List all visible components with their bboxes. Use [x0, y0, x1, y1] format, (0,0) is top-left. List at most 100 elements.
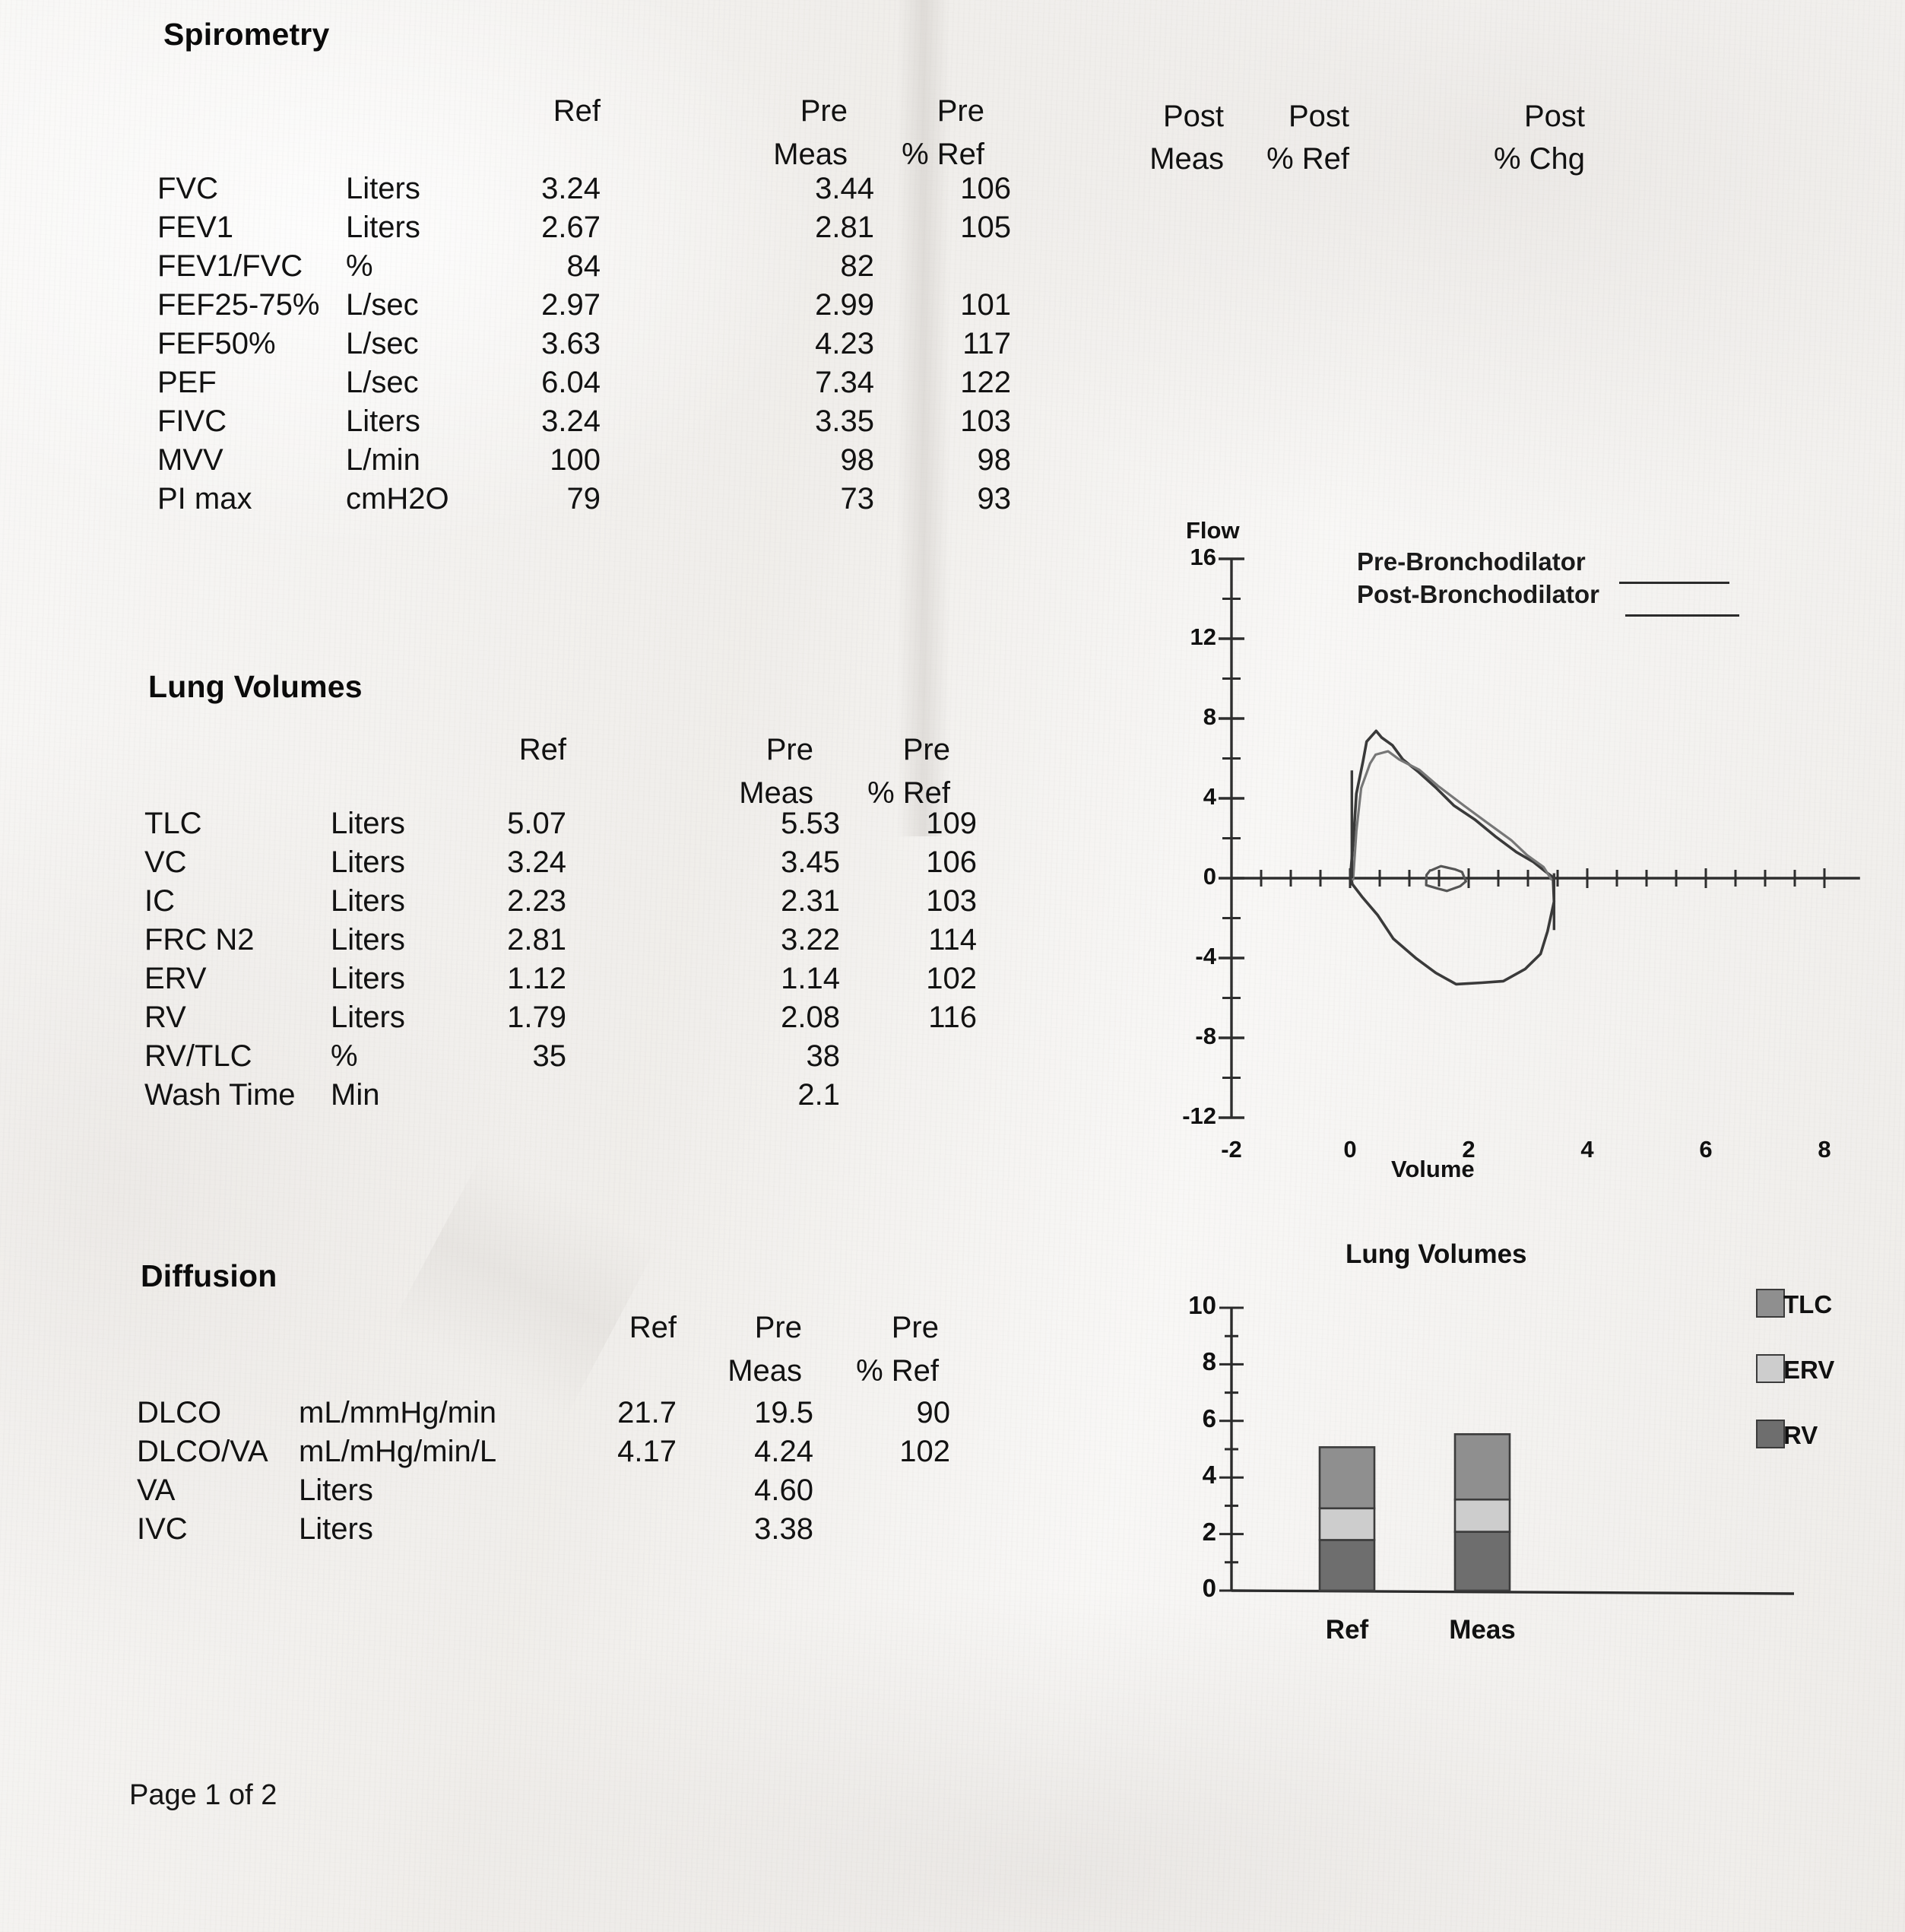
bar-y-tick-label: 8	[1202, 1347, 1216, 1376]
spirometry-header-post-pctref-line1: Post	[1288, 100, 1349, 133]
lungvol-header-pre-meas-line1: Pre	[765, 733, 813, 766]
flow-tick-label: 0	[1203, 863, 1216, 890]
row-pre-meas-value: 3.45	[781, 845, 840, 879]
diffusion-header-ref: Ref	[629, 1311, 677, 1344]
row-units-label: Liters	[346, 172, 420, 205]
row-units-label: L/sec	[346, 288, 419, 322]
row-pre-meas-value: 98	[840, 443, 875, 477]
spirometry-header-post-pctchg-line1: Post	[1523, 100, 1585, 133]
row-units-label: %	[331, 1039, 358, 1073]
row-units-label: Liters	[299, 1474, 373, 1507]
spirometry-header-ref: Ref	[553, 94, 601, 128]
row-ref-value: 79	[566, 482, 601, 516]
row-ref-value: 2.23	[507, 884, 566, 918]
flow-tick-label: -12	[1182, 1102, 1216, 1129]
row-pre-meas-value: 4.60	[754, 1474, 813, 1507]
bar-segment-rv	[1318, 1539, 1376, 1592]
bar-y-tick-label: 0	[1202, 1574, 1216, 1602]
row-units-label: Liters	[331, 845, 405, 879]
bar-segment-tlc	[1453, 1432, 1511, 1501]
row-units-label: mL/mHg/min/L	[299, 1435, 497, 1468]
legend-label-rv: RV	[1783, 1421, 1818, 1449]
spirometry-header-post-pctchg-line2: % Chg	[1493, 142, 1585, 176]
bar-category-label: Meas	[1449, 1615, 1516, 1645]
spirometry-header-post-pctref-line2: % Ref	[1266, 142, 1349, 176]
row-parameter-label: FIVC	[157, 404, 227, 438]
row-pre-meas-value: 5.53	[781, 807, 840, 840]
lungvol-header-pre-pctref-line2: % Ref	[867, 776, 950, 810]
row-parameter-label: PI max	[157, 482, 252, 516]
pre-bronchodilator-loop	[1349, 729, 1556, 986]
legend-post-bronchodilator-line	[1625, 614, 1739, 617]
row-units-label: mL/mmHg/min	[299, 1396, 497, 1429]
lung-volumes-bar-chart: Lung Volumes 0 2 4 6 8 10 Ref Meas TLC ERV RV	[1155, 1239, 1870, 1848]
row-pre-pctref-value: 103	[960, 404, 1011, 438]
row-parameter-label: IVC	[137, 1512, 188, 1546]
row-pre-meas-value: 38	[806, 1039, 841, 1073]
row-pre-meas-value: 4.24	[754, 1435, 813, 1468]
volume-axis-title: Volume	[1391, 1156, 1475, 1182]
row-pre-meas-value: 3.38	[754, 1512, 813, 1546]
post-bronchodilator-curve	[1352, 750, 1553, 881]
row-pre-pctref-value: 122	[960, 366, 1011, 399]
flow-tick-label: -8	[1195, 1023, 1216, 1049]
volume-tick-label: 4	[1580, 1136, 1594, 1163]
volume-tick-label: -2	[1221, 1136, 1242, 1163]
row-units-label: Liters	[331, 923, 405, 956]
row-pre-pctref-value: 101	[960, 288, 1011, 322]
spirometry-header-pre-pctref-line2: % Ref	[902, 138, 984, 171]
row-pre-pctref-value: 90	[916, 1396, 951, 1429]
diffusion-header-pre-pctref-line1: Pre	[891, 1311, 939, 1344]
row-ref-value: 4.17	[617, 1435, 677, 1468]
row-units-label: Min	[331, 1078, 380, 1112]
legend-swatch-rv	[1756, 1420, 1785, 1448]
row-pre-meas-value: 2.08	[781, 1001, 840, 1034]
row-pre-meas-value: 2.1	[797, 1078, 840, 1112]
row-ref-value: 3.24	[541, 404, 601, 438]
row-pre-pctref-value: 105	[960, 211, 1011, 244]
row-pre-pctref-value: 106	[960, 172, 1011, 205]
flow-tick-label: 16	[1190, 544, 1216, 570]
diffusion-section-title: Diffusion	[141, 1258, 277, 1293]
diffusion-header-pre-meas-line1: Pre	[754, 1311, 802, 1344]
legend-label-erv: ERV	[1783, 1356, 1835, 1384]
row-ref-value: 2.81	[507, 923, 566, 956]
spirometry-header-pre-meas-line1: Pre	[800, 94, 848, 128]
row-ref-value: 6.04	[541, 366, 601, 399]
lung-volumes-bar-svg	[1219, 1306, 1795, 1595]
row-pre-meas-value: 82	[840, 249, 875, 283]
bar-y-tick-label: 6	[1202, 1404, 1216, 1432]
row-ref-value: 1.12	[507, 962, 566, 995]
row-pre-meas-value: 3.35	[815, 404, 874, 438]
row-ref-value: 84	[566, 249, 601, 283]
row-pre-pctref-value: 117	[962, 327, 1011, 360]
flow-tick-label: 12	[1190, 623, 1216, 650]
spirometry-header-pre-meas-line2: Meas	[773, 138, 848, 171]
row-parameter-label: FRC N2	[144, 923, 255, 956]
row-ref-value: 100	[550, 443, 601, 477]
row-pre-meas-value: 1.14	[781, 962, 840, 995]
spirometry-header-pre-pctref-line1: Pre	[937, 94, 984, 128]
row-pre-pctref-value: 98	[977, 443, 1012, 477]
row-ref-value: 2.67	[541, 211, 601, 244]
row-parameter-label: DLCO	[137, 1396, 222, 1429]
row-units-label: L/min	[346, 443, 420, 477]
bar-segment-tlc	[1318, 1446, 1376, 1510]
spirometry-header-post-meas-line1: Post	[1162, 100, 1224, 133]
row-parameter-label: FVC	[157, 172, 218, 205]
row-units-label: cmH2O	[346, 482, 449, 516]
row-parameter-label: DLCO/VA	[137, 1435, 268, 1468]
row-parameter-label: RV	[144, 1001, 186, 1034]
row-units-label: Liters	[331, 1001, 405, 1034]
row-ref-value: 5.07	[507, 807, 566, 840]
row-parameter-label: FEV1/FVC	[157, 249, 303, 283]
legend-swatch-erv	[1756, 1354, 1785, 1383]
row-parameter-label: PEF	[157, 366, 217, 399]
row-ref-value: 3.63	[541, 327, 601, 360]
diffusion-header-pre-pctref-line2: % Ref	[856, 1354, 939, 1388]
volume-tick-label: 8	[1818, 1136, 1831, 1163]
flow-volume-loop-chart: Flow Volume Pre-Bronchodilator Post-Bron…	[1155, 517, 1870, 1201]
row-pre-pctref-value: 109	[926, 807, 977, 840]
flow-axis-title: Flow	[1186, 517, 1240, 544]
row-parameter-label: ERV	[144, 962, 207, 995]
